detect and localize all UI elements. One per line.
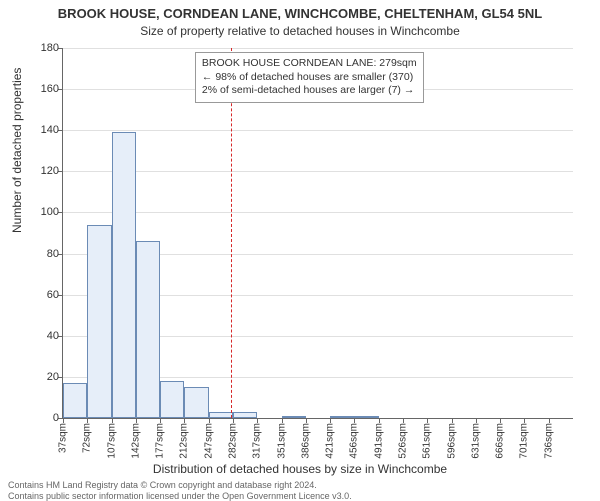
x-tick-label: 72sqm (82, 423, 93, 453)
y-tick-label: 20 (19, 371, 59, 383)
x-tick-label: 247sqm (203, 423, 214, 459)
chart-plot-area: 02040608010012014016018037sqm72sqm107sqm… (62, 48, 573, 419)
annotation-line-2: ← 98% of detached houses are smaller (37… (202, 71, 417, 85)
x-tick-label: 456sqm (349, 423, 360, 459)
y-tick-label: 120 (19, 165, 59, 177)
y-tick-label: 0 (19, 412, 59, 424)
x-tick-label: 212sqm (179, 423, 190, 459)
histogram-bar (209, 412, 233, 418)
x-tick-label: 491sqm (373, 423, 384, 459)
x-tick-label: 666sqm (495, 423, 506, 459)
histogram-bar (233, 412, 257, 418)
gridline (63, 130, 573, 131)
x-tick-label: 177sqm (155, 423, 166, 459)
x-tick-label: 282sqm (228, 423, 239, 459)
histogram-bar (63, 383, 87, 418)
reference-line (231, 48, 232, 418)
y-tick-label: 40 (19, 330, 59, 342)
x-tick-label: 386sqm (300, 423, 311, 459)
x-tick-label: 317sqm (252, 423, 263, 459)
x-tick-label: 526sqm (398, 423, 409, 459)
gridline (63, 212, 573, 213)
histogram-bar (136, 241, 160, 418)
annotation-box: BROOK HOUSE CORNDEAN LANE: 279sqm ← 98% … (195, 52, 424, 103)
chart-title-main: BROOK HOUSE, CORNDEAN LANE, WINCHCOMBE, … (0, 6, 600, 21)
x-tick-label: 701sqm (519, 423, 530, 459)
gridline (63, 48, 573, 49)
y-tick-label: 140 (19, 124, 59, 136)
y-tick-label: 80 (19, 248, 59, 260)
y-tick-label: 160 (19, 83, 59, 95)
footer-attribution-1: Contains HM Land Registry data © Crown c… (8, 480, 317, 490)
x-tick-label: 736sqm (543, 423, 554, 459)
gridline (63, 171, 573, 172)
annotation-line-3: 2% of semi-detached houses are larger (7… (202, 84, 417, 98)
y-tick-label: 100 (19, 206, 59, 218)
histogram-bar (112, 132, 136, 418)
x-tick-label: 421sqm (325, 423, 336, 459)
y-tick-label: 180 (19, 42, 59, 54)
annotation-line-1: BROOK HOUSE CORNDEAN LANE: 279sqm (202, 57, 417, 71)
x-tick-label: 351sqm (276, 423, 287, 459)
x-tick-label: 37sqm (58, 423, 69, 453)
x-tick-label: 631sqm (470, 423, 481, 459)
x-axis-label: Distribution of detached houses by size … (0, 462, 600, 476)
x-tick-label: 596sqm (446, 423, 457, 459)
histogram-bar (160, 381, 184, 418)
x-tick-label: 107sqm (106, 423, 117, 459)
x-tick-label: 561sqm (422, 423, 433, 459)
histogram-bar (354, 416, 378, 418)
y-tick-label: 60 (19, 289, 59, 301)
histogram-bar (282, 416, 306, 418)
chart-title-sub: Size of property relative to detached ho… (0, 24, 600, 38)
histogram-bar (87, 225, 111, 418)
histogram-bar (330, 416, 354, 418)
x-tick-label: 142sqm (130, 423, 141, 459)
histogram-bar (184, 387, 208, 418)
